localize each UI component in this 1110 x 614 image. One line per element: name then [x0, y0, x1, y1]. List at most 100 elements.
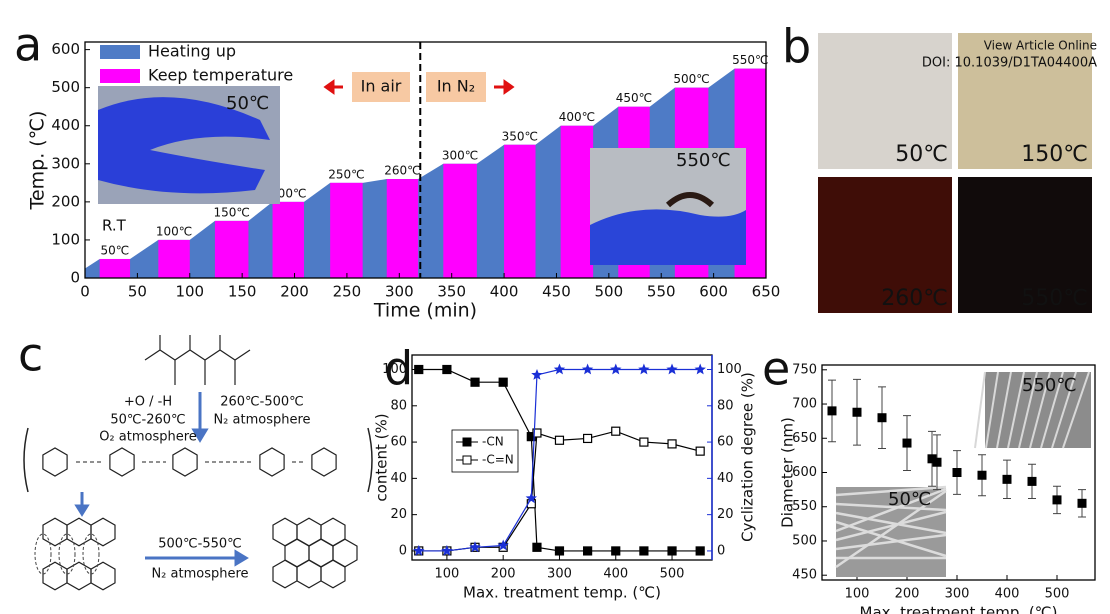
sample-photo [958, 33, 1092, 169]
y-tick-label: 300 [51, 154, 80, 172]
legend-label: Keep temperature [148, 66, 293, 85]
ring [66, 561, 92, 591]
value-label: 400℃ [559, 110, 595, 124]
x-tick-label: 200 [280, 283, 309, 301]
y2-tick-label: 80 [717, 398, 734, 413]
legend-marker [462, 437, 472, 447]
sem-fiber [1051, 371, 1077, 449]
photo-fiber [665, 192, 715, 208]
keep-bar [158, 239, 190, 278]
x-tick-label: 500 [660, 567, 685, 582]
series-line [418, 368, 701, 552]
x-tick-label: 500 [1045, 587, 1070, 602]
sem-fiber [835, 511, 947, 535]
keep-bar [272, 201, 304, 278]
y-tick-label: 0 [70, 269, 80, 287]
ring [90, 561, 116, 591]
inset-label: 550℃ [676, 150, 731, 171]
y-tick-label: 100 [51, 230, 80, 248]
point [852, 407, 862, 417]
sem-fiber [835, 510, 947, 542]
x-tick-label: 200 [895, 587, 920, 602]
point [1052, 495, 1062, 505]
sem-fiber [1062, 371, 1090, 449]
x-axis-label: Time (min) [373, 300, 477, 322]
point [932, 457, 942, 467]
point [827, 406, 837, 416]
legend-box [451, 429, 519, 473]
x-tick-label: 400 [995, 587, 1020, 602]
star-marker [553, 363, 566, 375]
square-marker [695, 546, 705, 556]
x-axis-label: Max. treatment temp. (℃) [463, 584, 661, 602]
x-tick-label: 200 [491, 567, 516, 582]
star-marker [666, 363, 678, 375]
value-label: 100℃ [156, 224, 192, 238]
y-tick-label: 500 [792, 533, 817, 548]
sem-fiber [835, 520, 947, 558]
x-tick-label: 500 [595, 283, 624, 301]
dashed-ring [82, 533, 100, 575]
x-tick-label: 650 [752, 283, 781, 301]
sample-photo [818, 33, 952, 169]
arrow [74, 492, 90, 517]
star-marker [413, 544, 425, 556]
x-tick-label: 600 [699, 283, 728, 301]
x-tick-label: 400 [490, 283, 519, 301]
panel-label: d [384, 342, 413, 396]
ring [259, 447, 285, 477]
condition-label: N₂ atmosphere [151, 567, 248, 582]
y-tick-label: 550 [792, 499, 817, 514]
point [927, 454, 937, 464]
keep-bar [443, 163, 477, 278]
star-marker [525, 492, 537, 504]
arrow [323, 79, 343, 95]
y-tick-label: 750 [792, 362, 817, 377]
value-label: 450℃ [616, 91, 652, 105]
star-marker [694, 363, 706, 375]
series-line [418, 368, 701, 552]
square-marker [639, 437, 649, 447]
x-tick-label: 50 [128, 283, 147, 301]
x-tick-label: 150 [228, 283, 257, 301]
sem-image [985, 372, 1091, 448]
point [1027, 476, 1037, 486]
sem-fiber [1040, 371, 1064, 449]
condition-label: N₂ atmosphere [213, 413, 310, 428]
watermark: View Article Online [984, 39, 1097, 53]
inset-label: 50℃ [888, 489, 931, 510]
y-tick-label: 450 [792, 568, 817, 583]
sem-fiber [835, 489, 947, 569]
y-tick-label: 400 [51, 116, 80, 134]
ring [66, 517, 92, 547]
x-tick-label: 300 [385, 283, 414, 301]
square-marker [667, 439, 677, 449]
square-marker [695, 446, 705, 456]
sem-fiber [1007, 371, 1025, 449]
sem-image [836, 487, 946, 577]
star-marker [441, 544, 453, 556]
keep-bar [504, 144, 536, 278]
sem-fiber [985, 371, 999, 449]
star-marker [638, 363, 650, 375]
square-marker [639, 546, 649, 556]
value-label: 50℃ [100, 243, 129, 257]
condition-label: O₂ atmosphere [99, 430, 197, 445]
dashed-ring [34, 533, 52, 575]
ring [320, 559, 346, 589]
panel-label: b [782, 20, 811, 74]
y2-tick-label: 60 [717, 435, 734, 450]
value-label: 500℃ [673, 72, 709, 86]
photo-glove [98, 97, 270, 194]
x-tick-label: 300 [945, 587, 970, 602]
point [877, 413, 887, 423]
sem-fiber [835, 487, 947, 533]
y-tick-label: 650 [792, 431, 817, 446]
square-marker [611, 426, 621, 436]
watermark: DOI: 10.1039/D1TA04400A [922, 56, 1097, 71]
square-marker [414, 364, 424, 375]
y2-tick-label: 0 [717, 543, 725, 558]
y-tick-label: 700 [792, 397, 817, 412]
square-marker [498, 377, 508, 387]
sample-label: 50℃ [895, 142, 948, 167]
